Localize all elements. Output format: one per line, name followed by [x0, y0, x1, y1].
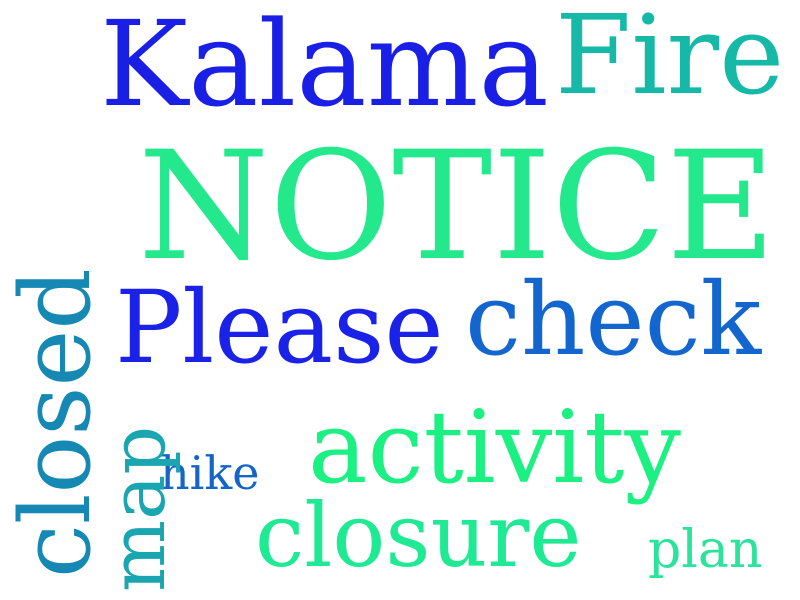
word-notice: NOTICE: [138, 120, 776, 294]
word-fire: Fire: [555, 0, 785, 119]
word-kalama: Kalama: [100, 0, 549, 133]
word-closed: closed: [0, 268, 112, 578]
word-please: Please: [115, 269, 444, 386]
word-activity: activity: [308, 389, 681, 506]
word-map: map: [93, 425, 182, 592]
word-closure: closure: [255, 484, 582, 587]
word-hike: hike: [160, 446, 260, 500]
word-check: check: [465, 261, 762, 378]
word-plan: plan: [648, 520, 763, 580]
